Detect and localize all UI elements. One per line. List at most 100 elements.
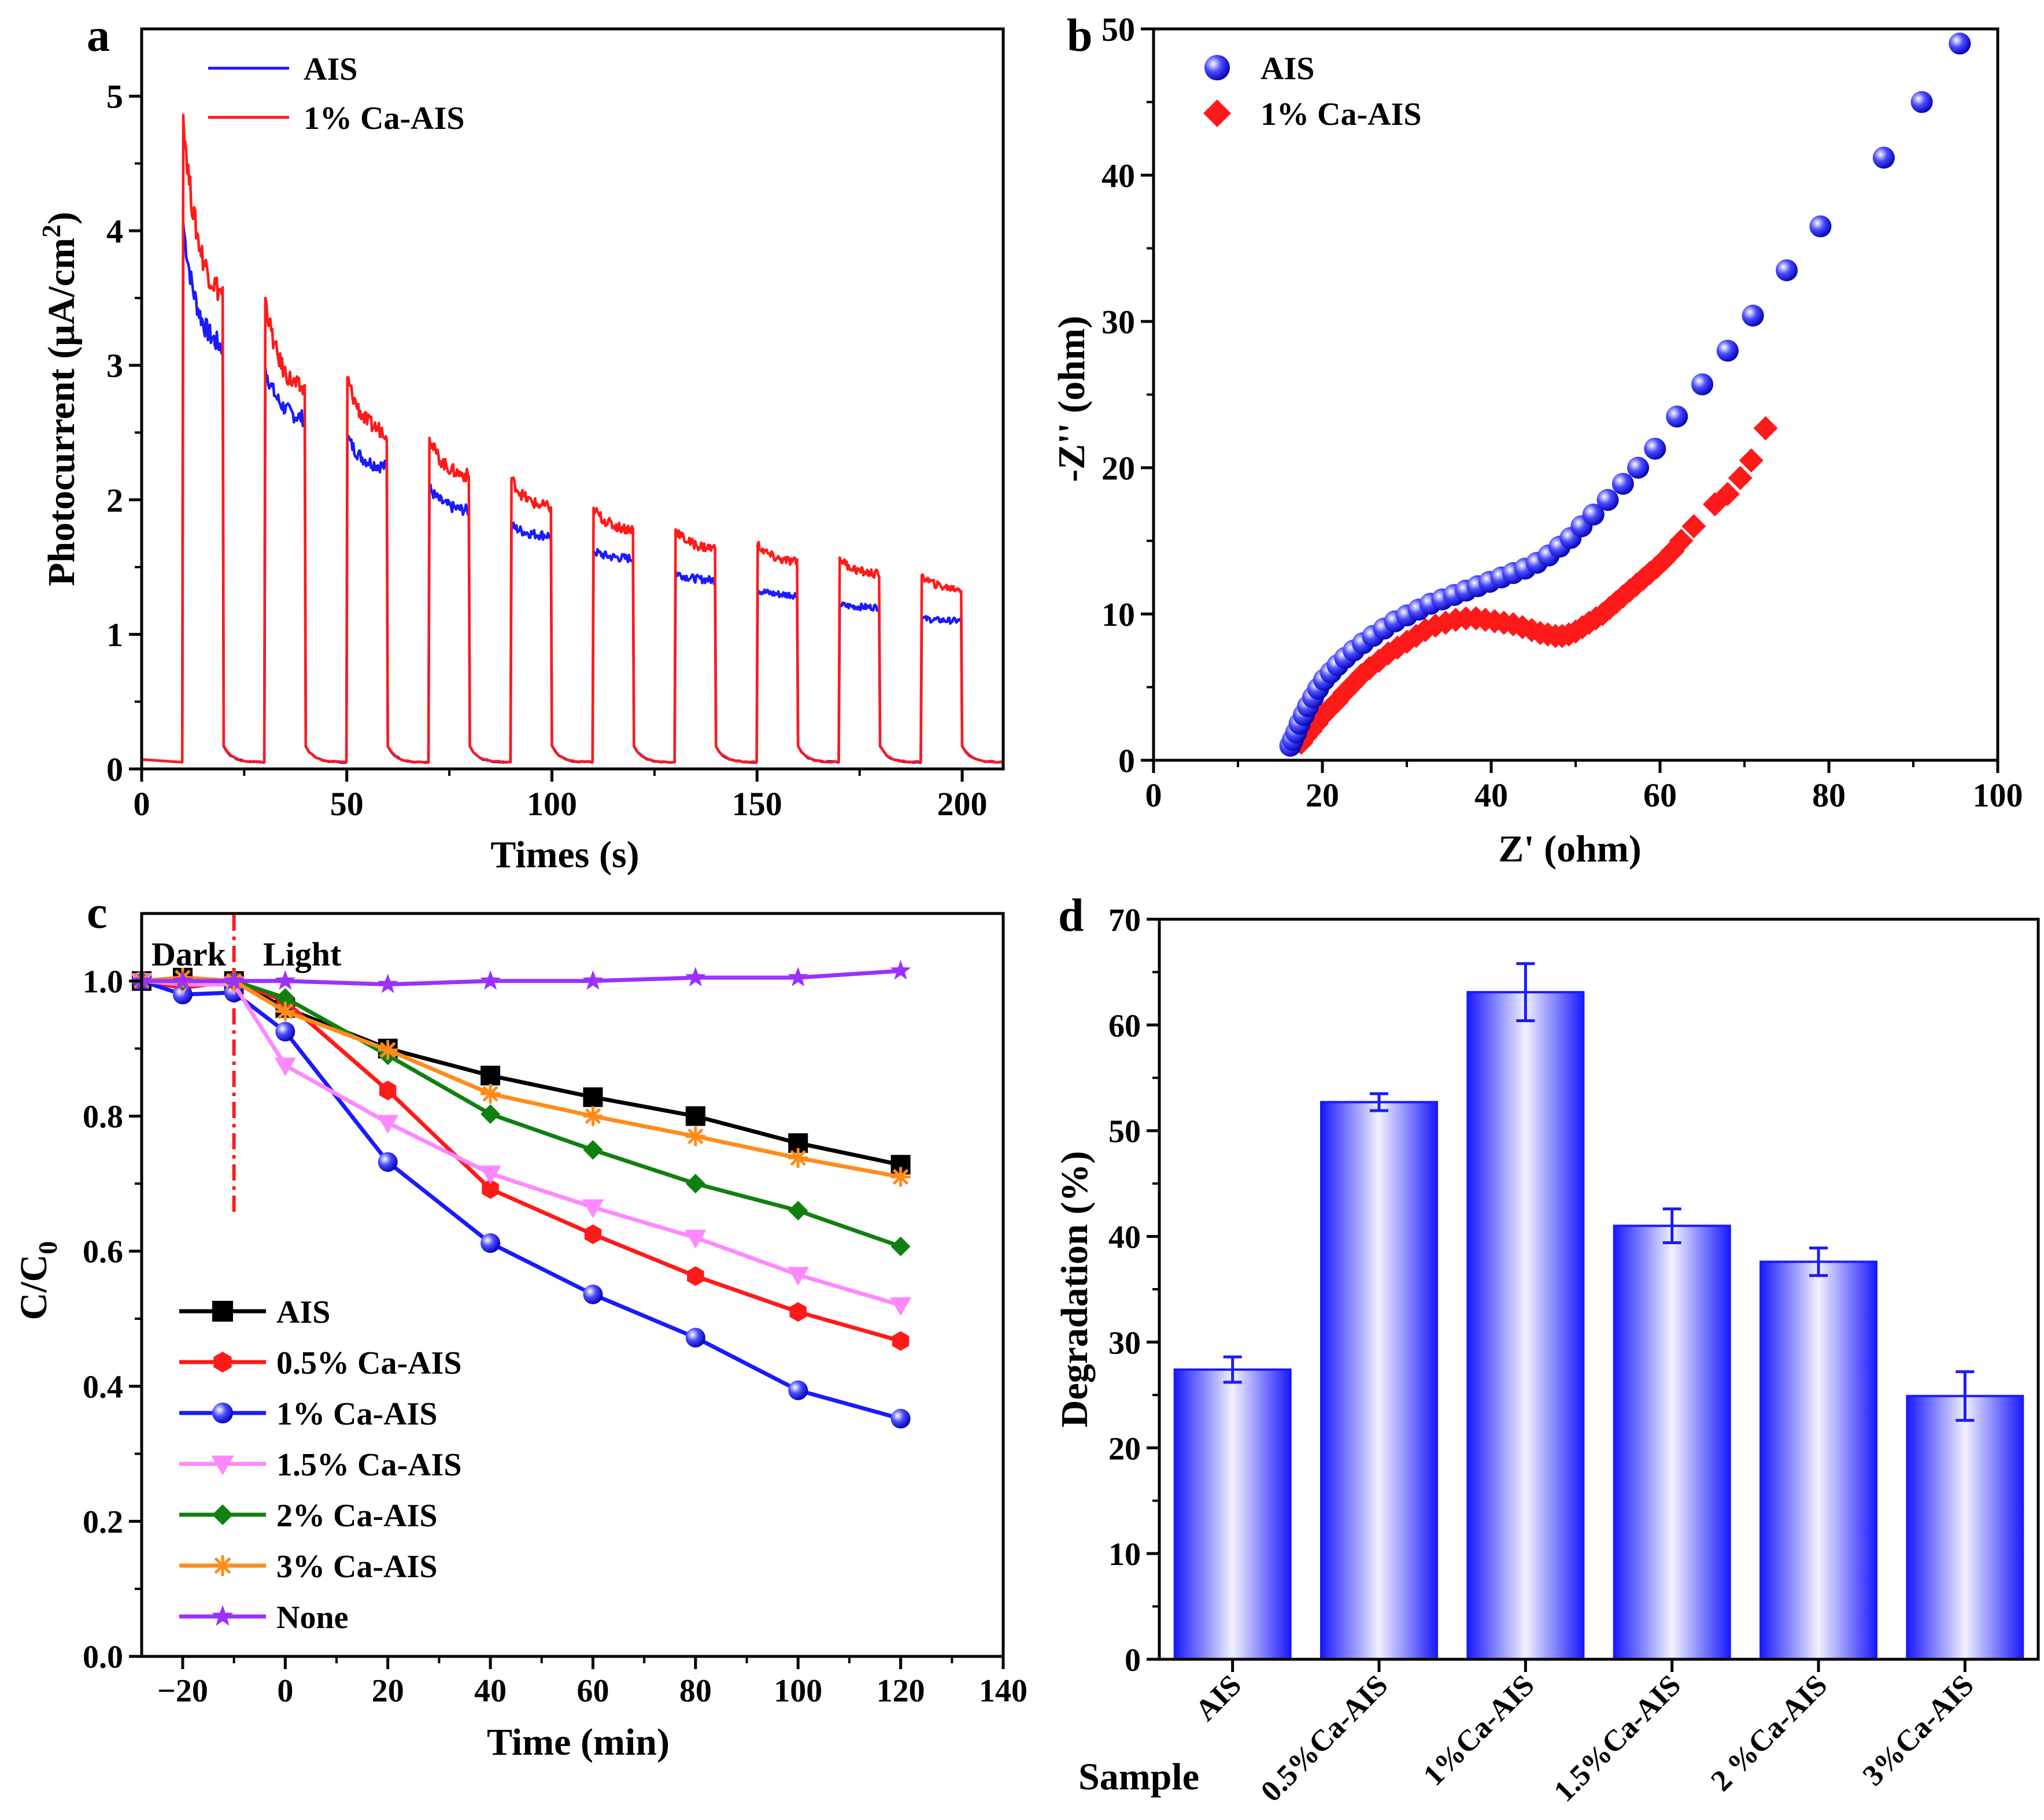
panel-b-point-ais [1910,91,1933,113]
panel-c-x-tick-label: 140 [979,1673,1027,1709]
panel-d-x-tick-label: 3%Ca-AIS [1857,1669,1980,1792]
panel-c-point-2-ca-ais [480,1104,501,1124]
panel-c-point-1-ca-ais [378,1152,398,1172]
panel-d-bar-group-2-ca-ais [1760,1246,1877,1660]
panel-d-y-tick-label: 70 [1108,902,1141,938]
panel-d-x-tick-label: 1%Ca-AIS [1417,1669,1541,1792]
panel-c-light-label: Light [263,935,342,973]
panel-c-y-tick-label: 0.2 [83,1504,123,1540]
panel-b-series-1-ca-ais [1289,416,1778,755]
panel-b-point-ais [1872,146,1895,169]
panel-c-y-tick-label: 1.0 [83,964,123,1000]
panel-c-line-0-5-ca-ais [141,979,901,1343]
panel-b-point-ais [1666,405,1688,428]
panel-b-legend-ca: 1% Ca-AIS [1261,97,1421,132]
panel-c-x-tick-label: 120 [877,1673,925,1709]
panel-b-x-tick-label: 20 [1306,776,1339,814]
panel-a-x-tick-label: 50 [330,785,364,823]
panel-d-x-tick-label: 2 %Ca-AIS [1705,1669,1834,1797]
panel-c-point-1-ca-ais [583,1284,603,1304]
panel-c-y-tick-label: 0.8 [83,1099,123,1135]
panel-c-point-none [172,970,193,990]
panel-c-legend-label-1-ca-ais: 1% Ca-AIS [276,1396,437,1432]
panel-b-point-ais [1809,215,1832,238]
panel-c-x-tick-label: 40 [474,1673,507,1709]
panel-c-legend-marker-3-ca-ais [212,1555,233,1576]
panel-c-line-ais [141,975,901,1167]
panel-c-point-1-ca-ais [480,1233,501,1253]
panel-b-point-1-ca-ais [1728,465,1753,490]
panel-c-point-1-5-ca-ais [274,1057,297,1077]
panel-c-point-1-5-ca-ais [582,1199,604,1218]
panel-b-point-1-ca-ais [1669,528,1694,553]
panel-b-y-tick-label: 20 [1102,449,1135,487]
panel-c-point-3-ca-ais [788,1148,808,1168]
panel-c-legend-label-3-ca-ais: 3% Ca-AIS [276,1549,437,1585]
panel-d-y-tick-label: 20 [1108,1431,1141,1467]
panel-c-x-tick-label: 100 [774,1673,822,1709]
panel-c-point-3-ca-ais-stroke [482,1086,498,1102]
panel-a-x-tick-label: 200 [937,785,988,823]
panel-c-point-1-ca-ais [685,1327,705,1348]
panel-c-legend: AIS 0.5% Ca-AIS 1% Ca-AIS 1.5% Ca-AIS 2% Ca-… [179,1294,461,1636]
panel-c-legend-label-1-5-ca-ais: 1.5% Ca-AIS [276,1447,461,1483]
panel-c-legend-marker-3-ca-ais-stroke [214,1557,231,1574]
panel-b-legend: AIS 1% Ca-AIS [1203,51,1421,132]
panel-c-point-none [788,967,808,987]
panel-c-point-0-5-ca-ais [584,1224,602,1244]
panel-c-point-1-ca-ais [275,1022,295,1042]
panel-c-point-2-ca-ais [890,1236,911,1256]
panel-b-series-ais [1279,32,1971,757]
panel-a-x-tick-label: 0 [134,785,150,823]
panel-c-x-tick-label: 60 [576,1673,609,1709]
panel-c-point-0-5-ca-ais [687,1266,704,1286]
panel-c-point-none [685,967,706,987]
panel-c-point-3-ca-ais-stroke [277,1003,294,1020]
panel-c-ylabel: C/C0 [13,1241,62,1320]
panel-b-frame [1152,27,1999,762]
panel-c-plot-area [131,915,912,1429]
panel-b-point-ais [1716,339,1739,362]
panel-b-y-tick-label: 0 [1118,742,1135,779]
panel-c-dark-label: Dark [151,935,227,973]
panel-b-plot-area [1279,32,1971,757]
panel-c-point-2-ca-ais [275,988,295,1008]
panel-c-legend-marker-0-5-ca-ais [213,1352,232,1373]
panel-c-x-tick-label: −20 [157,1673,208,1709]
panel-c-line-1-ca-ais [141,979,901,1421]
panel-d-x-tick-label: 1.5%Ca-AIS [1548,1669,1688,1808]
panel-label-a: a [87,10,110,61]
panel-c-point-none [223,970,245,990]
panel-c-y-tick-label: 0.6 [83,1234,123,1270]
panel-d-bar-group-0-5-ca-ais [1320,1092,1438,1661]
panel-c-point-1-5-ca-ais [685,1230,707,1249]
panel-d-ylabel: Degradation (%) [1054,1151,1096,1427]
panel-d-bar-ais [1173,1368,1292,1660]
panel-c-line-none [142,968,901,987]
panel-d-bar-3-ca-ais [1906,1394,2024,1661]
panel-c-line-1-5-ca-ais [141,979,901,1307]
panel-c-point-1-5-ca-ais [787,1267,809,1286]
panel-d-y-tick-label: 40 [1108,1220,1141,1256]
panel-c-point-3-ca-ais-stroke [892,1168,909,1185]
panel-c-point-none [275,970,296,990]
panel-b-y-tick-label: 50 [1102,10,1135,48]
panel-c-point-3-ca-ais [275,1001,295,1022]
panel-b-point-ais [1611,472,1634,495]
panel-a-xlabel: Times (s) [490,834,639,876]
panel-b-legend-marker-ais [1204,55,1230,80]
panel-a-legend-ais: AIS [304,51,357,87]
panel-c-series-none [131,960,911,993]
panel-c-series-2-ca-ais [132,971,911,1256]
panel-c-degradation-kinetics-chart: −20 0 20 40 60 80 100 120 1400.00.20.40.60.81.0 … [13,912,1027,1763]
panel-b-impedance-chart: 0 20 40 60 80 100 0 10 20 30 40 50 AIS 1% Ca-AIS Z'… [1051,10,2023,870]
panel-c-frame [140,912,1005,1658]
panel-a-photocurrent-chart: 0 50 100 150 200 0 1 2 3 4 5 AIS 1% Ca-AIS Times (… [36,27,1005,876]
panel-c-legend-label-2-ca-ais: 2% Ca-AIS [276,1498,437,1534]
panel-d-y-tick-label: 50 [1108,1114,1141,1150]
panel-b-y-tick-label: 40 [1102,157,1135,194]
panel-d-bar-group-1-ca-ais [1466,962,1585,1660]
panel-c-point-1-5-ca-ais [479,1166,501,1185]
panel-c-point-ais [685,1106,705,1126]
panel-c-legend-marker-none [212,1605,234,1626]
